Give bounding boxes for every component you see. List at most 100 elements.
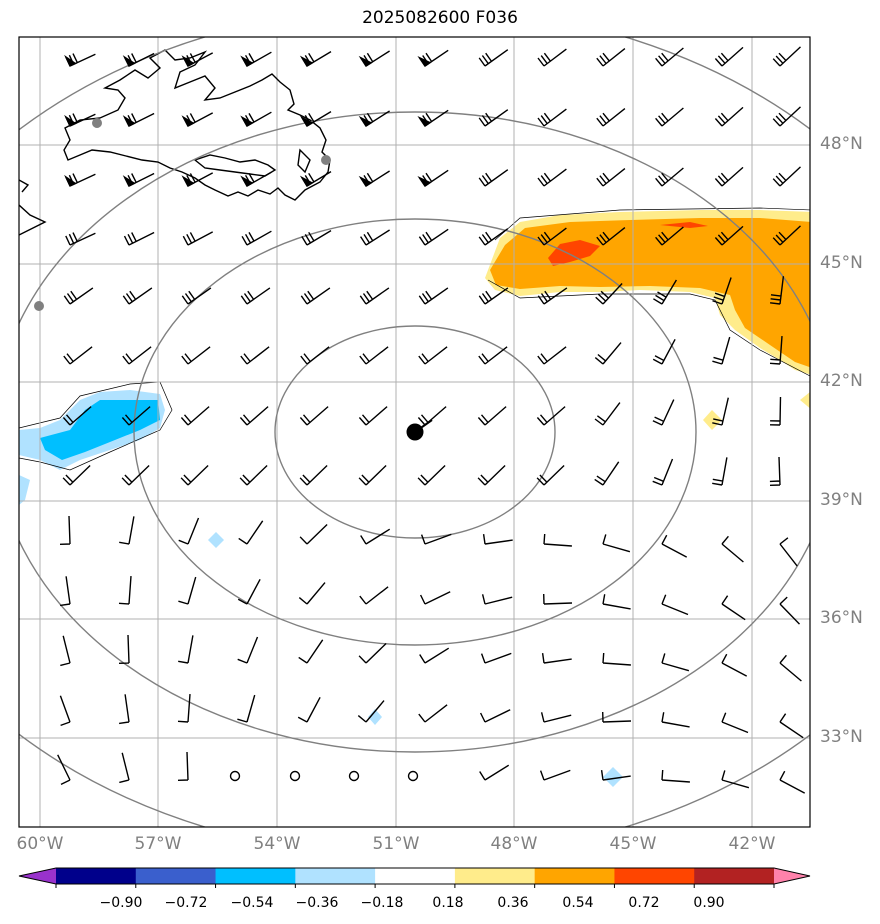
- wind-barb: [63, 287, 94, 305]
- wind-barb: [181, 287, 212, 305]
- shaded-fields: [19, 207, 810, 787]
- wind-barb-flag: [299, 115, 314, 127]
- wind-barb-flag: [299, 55, 314, 67]
- wind-barb: [721, 595, 746, 621]
- wind-barb: [65, 232, 96, 246]
- wind-barb: [121, 406, 151, 426]
- wind-barb: [121, 464, 150, 486]
- wind-barb: [419, 647, 450, 664]
- wind-barb: [357, 700, 385, 723]
- wind-barb: [595, 283, 623, 305]
- wind-barb: [480, 652, 512, 664]
- colorbar-bin: [295, 868, 376, 884]
- wind-barb: [652, 458, 674, 486]
- wind-barb: [661, 594, 689, 616]
- wind-barb: [661, 653, 690, 672]
- lat-label-33: 33°N: [820, 727, 863, 747]
- wind-barb: [59, 515, 71, 545]
- wind-barb: [420, 533, 452, 545]
- wind-barb: [769, 396, 782, 426]
- wind-barb: [178, 635, 194, 664]
- wind-barb: [299, 406, 329, 426]
- positive-region-red-1: [548, 240, 600, 266]
- wind-barb: [769, 336, 783, 365]
- wind-barb: [118, 634, 130, 664]
- lon-label-42: 42°W: [728, 834, 776, 854]
- wind-barb: [712, 277, 732, 305]
- wind-barb: [537, 227, 567, 246]
- wind-barb: [596, 227, 626, 246]
- wind-barb: [596, 108, 626, 127]
- wind-barb: [779, 713, 804, 739]
- wind-barb: [237, 578, 261, 605]
- calm-wind-circle: [407, 770, 419, 782]
- wind-barb: [478, 169, 509, 187]
- wind-barb: [240, 346, 270, 365]
- wind-barb: [239, 464, 268, 486]
- positive-blob-edge: [800, 392, 810, 409]
- wind-barb: [769, 456, 781, 486]
- colorbar-bin: [694, 868, 775, 884]
- colorbar-tick-label: 0.36: [497, 895, 529, 911]
- wind-barb: [417, 406, 447, 426]
- lat-label-36: 36°N: [820, 608, 863, 628]
- wind-barb: [655, 167, 684, 187]
- wind-barb: [772, 46, 801, 67]
- map-title: 2025082600 F036: [362, 8, 518, 28]
- wind-barb: [661, 769, 690, 783]
- colorbar-tick-label: −0.18: [360, 895, 404, 911]
- map-plot-area: [19, 37, 810, 827]
- negative-blob-3: [603, 767, 623, 787]
- wind-barb: [537, 48, 567, 67]
- wind-barb-flag: [181, 55, 195, 67]
- wind-barb: [358, 464, 387, 486]
- wind-barb: [359, 346, 389, 365]
- wind-barbs: [57, 46, 806, 794]
- wind-barb: [478, 287, 509, 305]
- wind-barb: [779, 537, 798, 567]
- wind-barb: [477, 464, 506, 486]
- wind-barb: [237, 636, 259, 664]
- wind-barb: [539, 769, 571, 781]
- wind-barb: [655, 107, 684, 127]
- wind-barb-flag: [122, 55, 136, 67]
- wind-barb: [655, 226, 684, 246]
- colorbar-tick-label: 0.72: [628, 895, 660, 911]
- colorbar-bin: [135, 868, 217, 884]
- wind-barb: [537, 287, 568, 305]
- colorbar-tick-label: −0.72: [164, 895, 208, 911]
- wind-barb: [596, 48, 626, 67]
- wind-barb-flag: [240, 115, 254, 127]
- wind-barb: [712, 336, 731, 365]
- wind-barb: [59, 695, 71, 727]
- wind-barb: [299, 464, 328, 486]
- wind-barb: [779, 596, 801, 625]
- wind-barb: [540, 712, 572, 723]
- lon-label-45: 45°W: [609, 834, 657, 854]
- wind-barb: [297, 696, 321, 723]
- wind-barb: [359, 287, 390, 305]
- lat-label-42: 42°N: [820, 371, 863, 391]
- wind-barb: [62, 464, 91, 486]
- wind-barb: [119, 516, 135, 545]
- lon-label-48: 48°W: [490, 834, 538, 854]
- wind-barb: [770, 276, 785, 305]
- wind-barb: [63, 346, 93, 365]
- wind-barb: [478, 346, 508, 365]
- lat-label-39: 39°N: [820, 490, 863, 510]
- station-dot-2: [321, 155, 331, 165]
- wind-barb: [181, 346, 211, 365]
- colorbar-tick-label: 0.18: [432, 895, 464, 911]
- wind-barb-flag: [64, 54, 77, 67]
- wind-barb-flag: [240, 175, 254, 187]
- wind-barb: [240, 287, 271, 305]
- wind-barb: [594, 342, 622, 365]
- lat-label-48: 48°N: [820, 134, 863, 154]
- wind-barb: [241, 230, 272, 246]
- station-dot-1: [92, 118, 102, 128]
- wind-barb: [358, 642, 387, 664]
- station-markers: [34, 118, 331, 311]
- range-rings: [19, 37, 810, 827]
- colorbar: [18, 867, 811, 888]
- wind-barb: [482, 534, 513, 545]
